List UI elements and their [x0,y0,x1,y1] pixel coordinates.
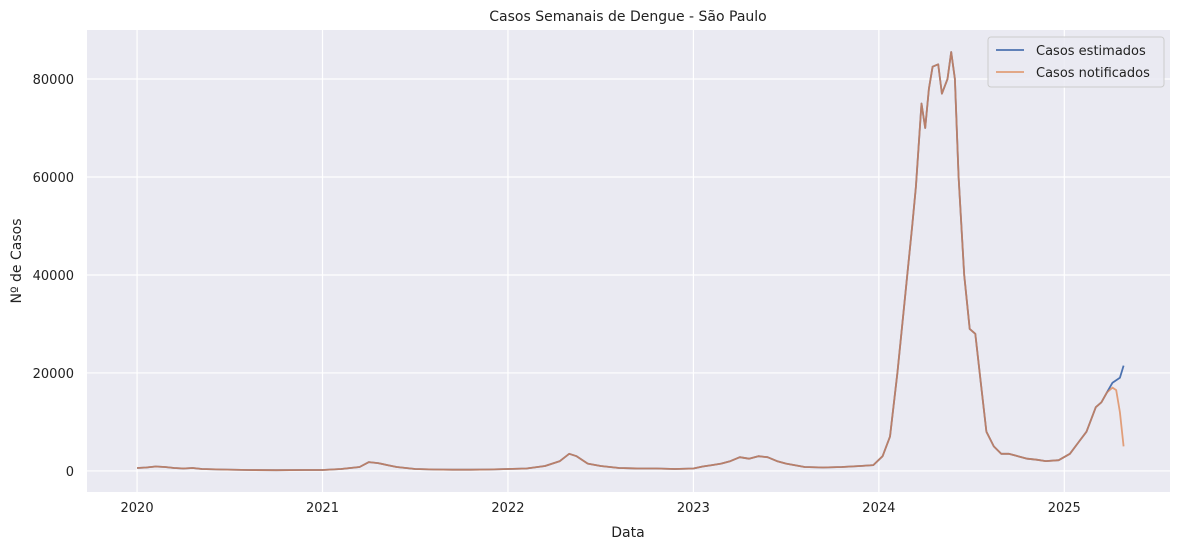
y-tick-label: 80000 [33,73,74,88]
legend-label-notified: Casos notificados [1036,66,1150,81]
x-tick-label: 2025 [1048,501,1081,516]
y-axis-label: Nº de Casos [9,219,25,304]
y-tick-label: 40000 [33,269,74,284]
plot-background [87,30,1170,492]
series-line-notified [137,51,1125,472]
legend-box [987,36,1165,88]
y-tick-label: 0 [66,465,74,480]
x-tick-label: 2020 [121,501,154,516]
x-tick-label: 2022 [491,501,524,516]
x-axis-label: Data [611,525,644,541]
chart-title: Casos Semanais de Dengue - São Paulo [489,9,767,25]
tick-labels: 2020 2021 2022 2023 2024 2025 0 20000 40000 60000… [33,73,1081,516]
y-tick-label: 60000 [33,171,74,186]
series-lines [137,51,1125,472]
legend-label-estimated: Casos estimados [1036,44,1146,59]
legend: Casos estimados Casos notificados [987,36,1165,88]
x-tick-label: 2021 [306,501,339,516]
x-tick-label: 2024 [862,501,895,516]
x-tick-label: 2023 [677,501,710,516]
y-tick-label: 20000 [33,367,74,382]
